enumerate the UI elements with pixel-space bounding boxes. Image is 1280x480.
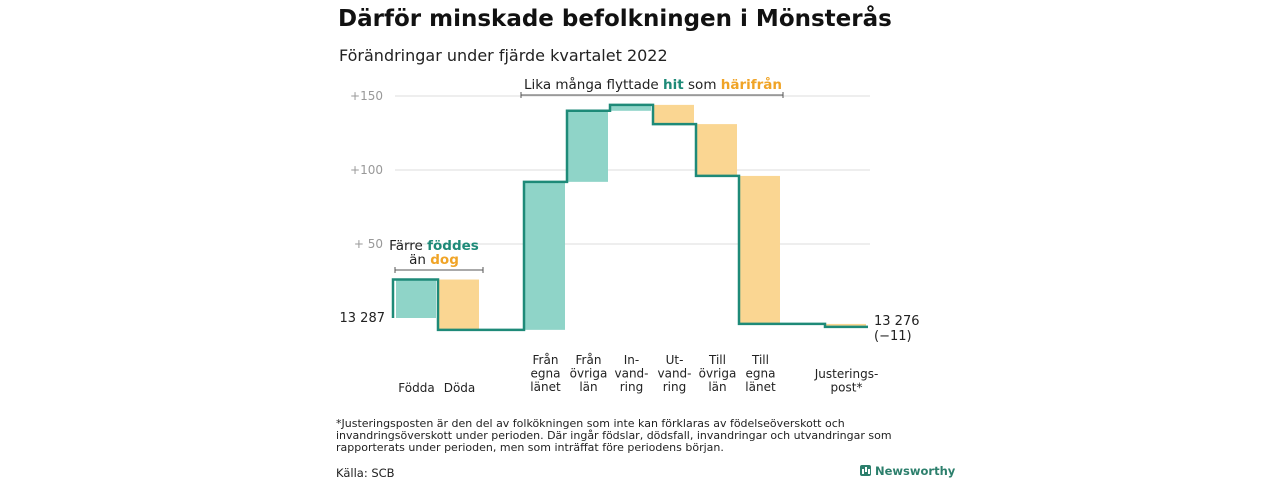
category-label: län [708, 380, 726, 394]
waterfall-bar [396, 279, 436, 318]
annotation-highlight-died: dog [430, 252, 459, 268]
annotation-highlight-hit: hit [663, 77, 684, 93]
cumulative-step-line [391, 103, 868, 332]
category-label: vand- [657, 367, 691, 381]
category-label: egna [746, 367, 776, 381]
footnote: *Justeringsposten är den del av folkökni… [336, 417, 892, 454]
category-label: ring [620, 380, 644, 394]
category-label: övriga [570, 367, 608, 381]
annotation-text: än [409, 252, 430, 268]
category-label: Till [751, 353, 769, 367]
annotation-born-died-line1: Färre föddes [389, 238, 479, 254]
end-change-label: (−11) [874, 329, 912, 344]
category-label: Från [533, 353, 559, 367]
annotation-highlight-harifran: härifrån [721, 76, 782, 93]
category-label: egna [531, 367, 561, 381]
y-tick-label: +150 [350, 89, 383, 103]
category-label: Justerings- [814, 367, 879, 381]
annotation-text: Färre [389, 238, 427, 254]
chart-subtitle: Förändringar under fjärde kvartalet 2022 [339, 46, 668, 65]
category-label: länet [745, 380, 776, 394]
category-label: Från [576, 353, 602, 367]
waterfall-bar [439, 279, 479, 330]
source-label: Källa: SCB [336, 466, 395, 480]
waterfall-bar [697, 124, 737, 176]
category-label: Ut- [666, 353, 684, 367]
annotation-text: Lika många flyttade [524, 76, 663, 93]
category-label: Döda [444, 381, 476, 395]
category-label: In- [624, 353, 639, 367]
y-tick-label: + 50 [354, 237, 383, 251]
waterfall-bar [611, 104, 651, 111]
category-label: länet [530, 380, 561, 394]
y-tick-label: +100 [350, 163, 383, 177]
annotation-highlight-born: föddes [427, 238, 479, 254]
annotation-migration: Lika många flyttade hit som härifrån [524, 76, 782, 93]
category-label: ring [663, 380, 687, 394]
category-label: Till [708, 353, 726, 367]
newsworthy-logo-icon [860, 465, 871, 476]
category-label: post* [831, 381, 863, 395]
waterfall-bar [654, 104, 694, 125]
category-label: län [579, 380, 597, 394]
annotation-born-died-line2: än dog [409, 252, 459, 268]
end-value-label: 13 276 [874, 314, 920, 329]
start-value-label: 13 287 [340, 311, 386, 326]
category-label: övriga [699, 367, 737, 381]
category-label: vand- [614, 367, 648, 381]
waterfall-bar [740, 175, 780, 324]
waterfall-bar [826, 323, 866, 327]
brand-name: Newsworthy [875, 464, 956, 478]
chart-title: Därför minskade befolkningen i Mönsterås [338, 6, 892, 32]
waterfall-bar [525, 181, 565, 330]
waterfall-bar [568, 110, 608, 182]
annotation-text: som [684, 77, 721, 93]
brand-logo: Newsworthy [860, 464, 955, 478]
category-label: Födda [398, 381, 434, 395]
